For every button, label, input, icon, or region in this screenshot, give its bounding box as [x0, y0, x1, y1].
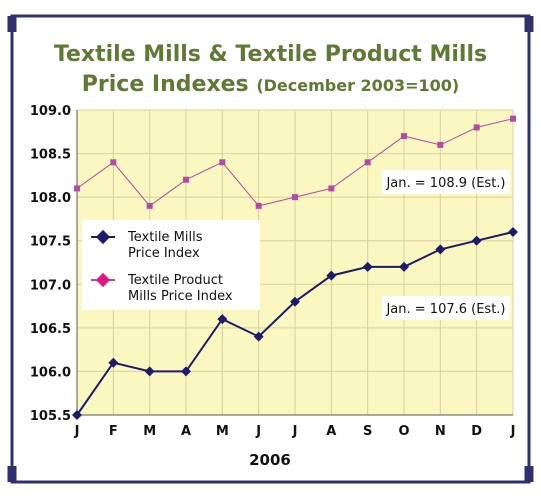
- data-point-product: [328, 185, 335, 192]
- data-point-mills: [508, 227, 518, 237]
- y-tick-label: 107.0: [30, 278, 71, 293]
- x-tick-label: F: [109, 424, 118, 439]
- data-point-product: [255, 202, 262, 209]
- legend: Textile Mills Price Index Textile Produc…: [82, 220, 260, 310]
- data-point-product: [183, 176, 189, 183]
- data-point-mills: [181, 366, 191, 377]
- data-point-mills: [72, 410, 82, 420]
- y-tick-label: 107.5: [30, 235, 71, 250]
- x-tick-label: S: [363, 424, 372, 439]
- legend-label-mills-line2: Price Index: [128, 246, 200, 261]
- legend-label-product-line1: Textile Product: [127, 273, 223, 288]
- data-point-mills: [108, 357, 119, 368]
- x-tick-label: O: [398, 424, 409, 439]
- chart-title-line1: Textile Mills & Textile Product Mills: [53, 42, 488, 67]
- x-tick-label: A: [326, 424, 336, 439]
- legend-label-mills-line1: Textile Mills: [127, 230, 203, 245]
- data-point-product: [473, 124, 480, 131]
- data-point-mills: [399, 261, 409, 272]
- chart-subtitle: (December 2003=100): [256, 76, 460, 95]
- data-point-product: [437, 141, 444, 148]
- x-tick-label: J: [510, 424, 516, 439]
- x-tick-label: J: [74, 424, 80, 439]
- x-tick-label: M: [216, 424, 229, 439]
- legend-label-product-line2: Mills Price Index: [128, 289, 233, 304]
- data-point-mills: [217, 314, 228, 325]
- annotation-box-mills: [382, 296, 510, 320]
- data-point-product: [219, 159, 226, 166]
- x-tick-label: J: [292, 424, 298, 439]
- data-point-mills: [435, 244, 446, 255]
- data-point-product: [401, 133, 407, 140]
- data-point-product: [110, 159, 117, 166]
- data-point-product: [146, 202, 153, 209]
- data-point-mills: [290, 296, 300, 307]
- annotations: Jan. = 108.9 (Est.) Jan. = 107.6 (Est.): [382, 170, 510, 320]
- annotation-box-product: [382, 170, 510, 194]
- data-point-mills: [471, 235, 482, 246]
- y-tick-label: 108.0: [30, 191, 71, 206]
- data-point-mills: [362, 261, 373, 272]
- annotation-product: Jan. = 108.9 (Est.): [385, 176, 505, 191]
- x-tick-label: N: [435, 424, 446, 439]
- data-point-product: [292, 194, 298, 201]
- legend-marker-product: [95, 272, 111, 288]
- data-point-mills: [253, 331, 264, 342]
- y-tick-label: 106.5: [30, 322, 71, 337]
- y-tick-label: 105.5: [30, 409, 71, 424]
- chart-title-line2: Price Indexes (December 2003=100): [0, 72, 541, 97]
- legend-box: [82, 220, 260, 310]
- y-tick-label: 108.5: [30, 148, 71, 163]
- x-tick-label: M: [143, 424, 156, 439]
- annotation-mills: Jan. = 107.6 (Est.): [385, 302, 505, 317]
- y-tick-label: 109.0: [30, 104, 71, 119]
- chart-title-main: Price Indexes: [81, 72, 249, 97]
- y-tick-label: 106.0: [30, 365, 71, 380]
- x-axis-label: 2006: [249, 451, 291, 469]
- data-point-product: [510, 115, 516, 122]
- data-point-product: [74, 185, 80, 192]
- data-point-mills: [326, 270, 337, 281]
- x-tick-label: A: [181, 424, 191, 439]
- data-point-product: [364, 159, 371, 166]
- data-point-mills: [144, 366, 155, 377]
- x-tick-label: J: [255, 424, 261, 439]
- x-tick-label: D: [471, 424, 482, 439]
